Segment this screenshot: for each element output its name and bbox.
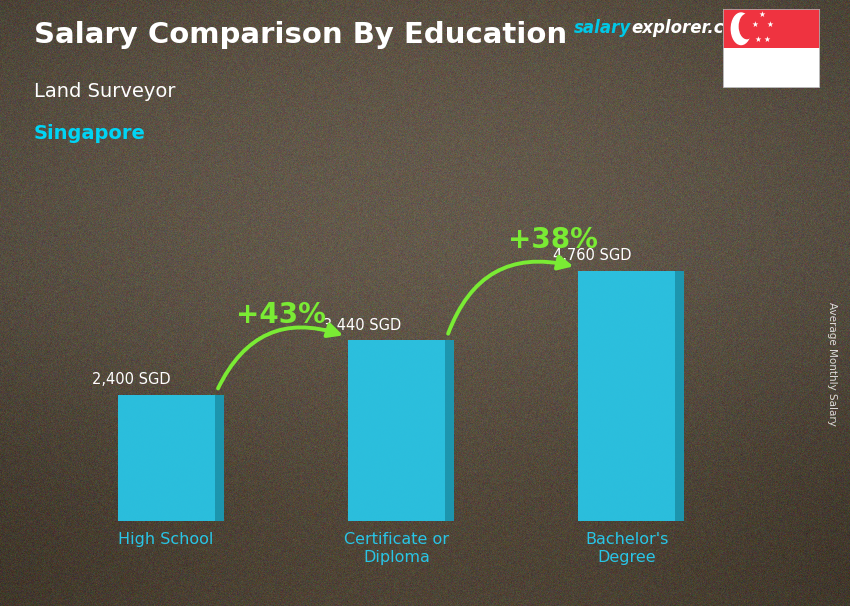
Bar [348,341,445,521]
Text: explorer.com: explorer.com [632,19,753,38]
Text: Average Monthly Salary: Average Monthly Salary [827,302,837,425]
Text: 2,400 SGD: 2,400 SGD [93,372,171,387]
Bar [722,48,820,88]
Text: +38%: +38% [508,225,598,254]
Circle shape [731,13,751,45]
Text: 4,760 SGD: 4,760 SGD [553,248,632,263]
Text: Singapore: Singapore [34,124,146,143]
Text: ★: ★ [754,35,761,44]
Text: ★: ★ [751,21,758,29]
Bar [118,395,214,521]
Text: +43%: +43% [236,301,326,329]
Bar [214,395,224,521]
Bar [445,341,454,521]
Text: Land Surveyor: Land Surveyor [34,82,175,101]
Text: ★: ★ [758,10,765,19]
Bar [675,271,684,521]
Text: Salary Comparison By Education: Salary Comparison By Education [34,21,567,49]
Text: 3,440 SGD: 3,440 SGD [323,318,401,333]
Text: salary: salary [574,19,631,38]
Circle shape [740,14,755,39]
Bar [579,271,675,521]
Bar [722,9,820,48]
Text: ★: ★ [767,21,774,29]
Text: ★: ★ [763,35,770,44]
